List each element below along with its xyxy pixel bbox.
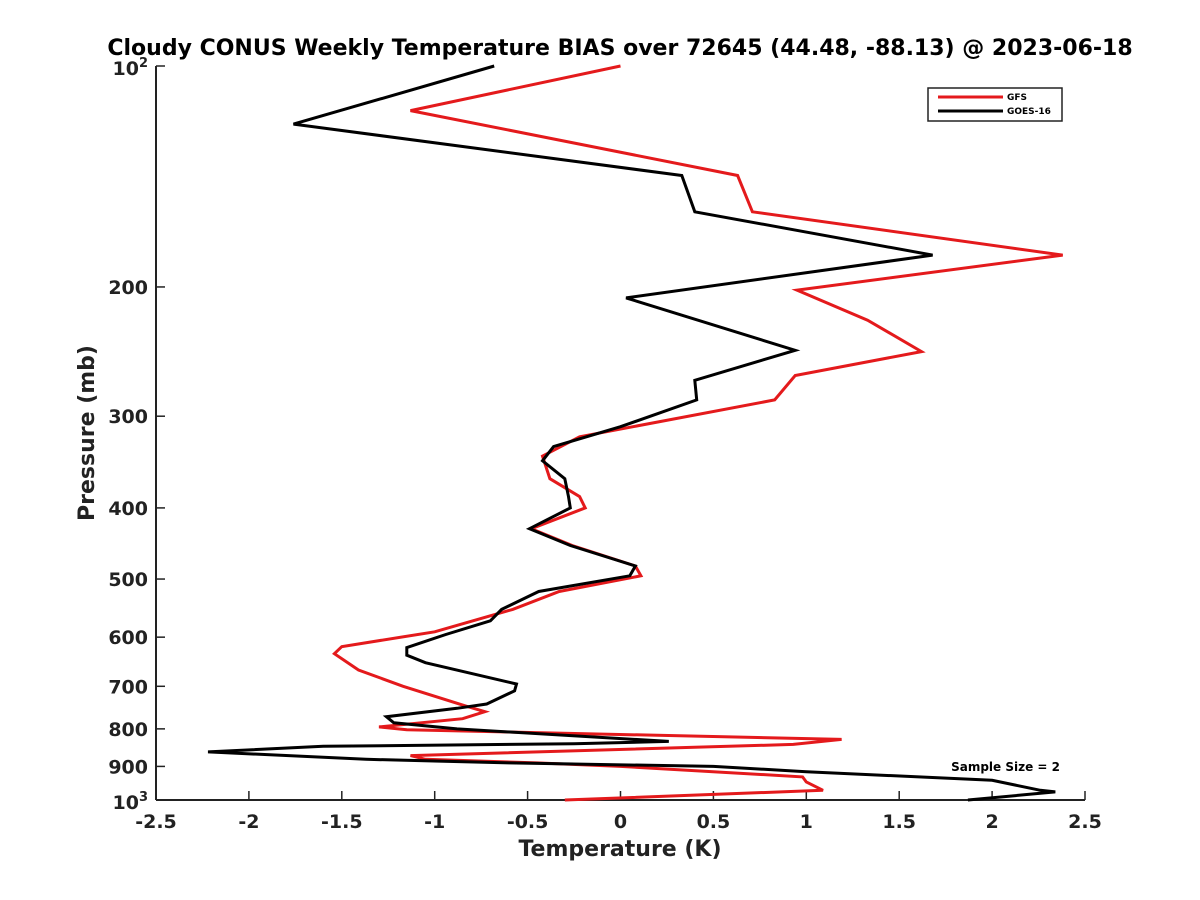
axes — [155, 66, 1085, 801]
y-tick-label: 800 — [108, 719, 148, 741]
y-axis-label: Pressure (mb) — [75, 345, 100, 521]
y-tick-top-base: 10 — [113, 58, 139, 80]
x-tick-label: -1.5 — [321, 811, 363, 833]
y-tick-label-1000: 103 — [113, 790, 149, 814]
x-tick-label: -1 — [424, 811, 445, 833]
y-tick-label: 400 — [108, 498, 148, 520]
chart-title: Cloudy CONUS Weekly Temperature BIAS ove… — [107, 36, 1132, 61]
y-tick-label: 600 — [108, 627, 148, 649]
x-tick-label: 2.5 — [1068, 811, 1102, 833]
x-tick-label: -2.5 — [135, 811, 177, 833]
y-tick-bottom-exponent: 3 — [139, 790, 148, 805]
y-tick-label: 200 — [108, 277, 148, 299]
y-tick-label: 900 — [108, 756, 148, 778]
y-tick-top-exponent: 2 — [139, 56, 148, 71]
y-tick-label-100: 102 — [113, 56, 149, 80]
x-tick-label: -2 — [238, 811, 259, 833]
x-axis-ticks: -2.5 -2 -1.5 -1 -0.5 0 0.5 1 1.5 2 2.5 — [135, 791, 1102, 833]
y-tick-label: 500 — [108, 569, 148, 591]
x-tick-label: 2 — [985, 811, 998, 833]
x-tick-label: -0.5 — [507, 811, 549, 833]
x-axis-label: Temperature (K) — [518, 837, 721, 862]
x-tick-label: 0.5 — [697, 811, 731, 833]
sample-size-annotation: Sample Size = 2 — [951, 760, 1060, 774]
series-line-goes16 — [207, 64, 1056, 802]
y-axis-ticks: 200 300 400 500 600 700 800 900 — [108, 65, 165, 801]
x-tick-label: 1 — [800, 811, 813, 833]
y-tick-bottom-base: 10 — [113, 792, 139, 814]
legend-label-gfs: GFS — [1007, 93, 1027, 103]
x-tick-label: 0 — [614, 811, 627, 833]
legend-label-goes16: GOES-16 — [1007, 107, 1051, 117]
x-tick-label: 1.5 — [882, 811, 916, 833]
series-lines — [207, 64, 1063, 802]
legend-box — [927, 87, 1063, 122]
series-line-gfs — [332, 64, 1063, 802]
legend: GFS GOES-16 — [927, 87, 1063, 122]
y-tick-label: 300 — [108, 406, 148, 428]
y-tick-label: 700 — [108, 676, 148, 698]
